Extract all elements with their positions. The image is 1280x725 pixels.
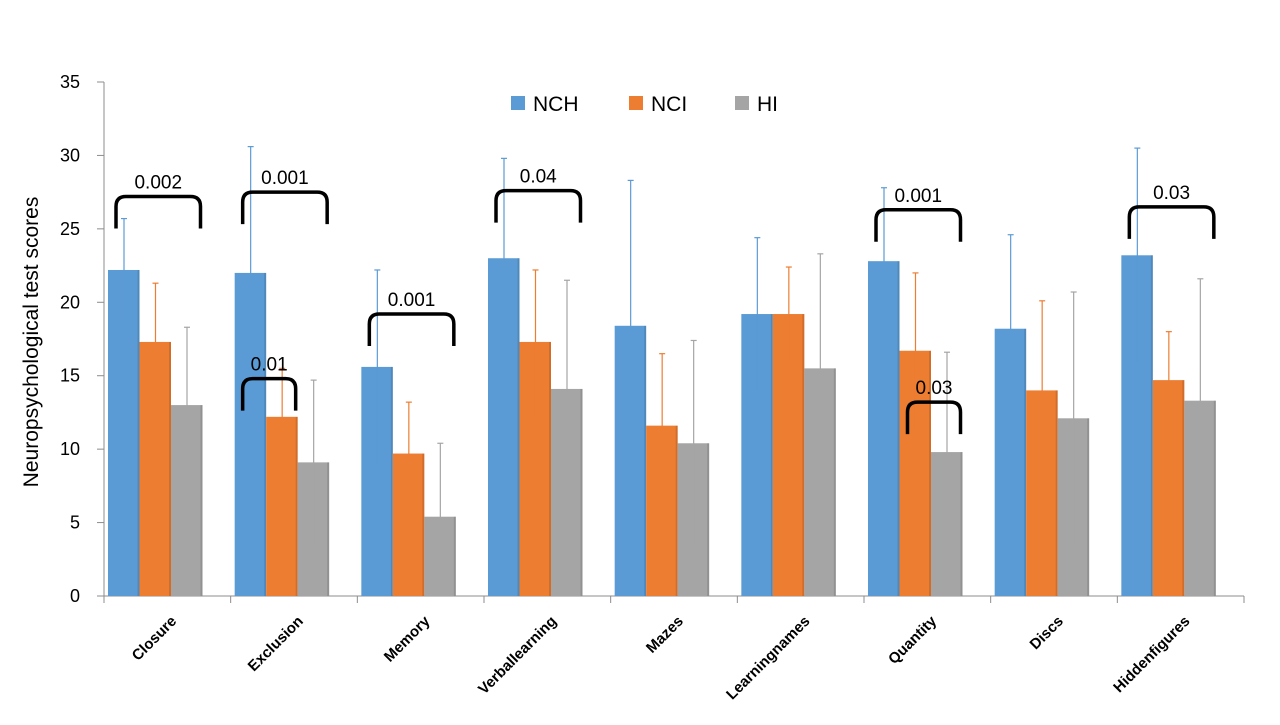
significance-bracket: [1127, 205, 1216, 239]
significance-bracket: [240, 190, 329, 225]
bar-shadow: [200, 405, 203, 596]
significance-bracket: [874, 208, 963, 242]
bar-shadow: [517, 258, 520, 596]
p-value-label: 0.001: [894, 186, 942, 207]
x-tick-label: Mazes: [643, 613, 687, 657]
bar-shadow: [1055, 390, 1058, 596]
y-tick-label: 5: [70, 513, 80, 533]
bars-group: [108, 255, 1216, 596]
p-value-label: 0.001: [261, 168, 309, 189]
bar-shadow: [960, 452, 963, 596]
bar-shadow: [264, 272, 267, 596]
significance-bracket: [114, 194, 203, 229]
bar-shadow: [169, 341, 171, 596]
legend-label-nch: NCH: [533, 93, 579, 116]
bar-shadow: [833, 368, 836, 596]
x-tick-label: Learningnames: [723, 613, 813, 703]
significance-annotations: 0.002 0.001 0.01 0.001 0.04 0.001 0.03 0.03: [114, 167, 1216, 435]
p-value-label: 0.01: [251, 355, 288, 376]
legend-swatch-nci: [629, 96, 643, 110]
p-value-label: 0.03: [916, 378, 953, 399]
bar-shadow: [137, 269, 140, 596]
p-value-label: 0.001: [388, 290, 436, 311]
bar-shadow: [295, 416, 298, 596]
bar-shadow: [770, 314, 773, 596]
legend-swatch-hi: [735, 96, 749, 110]
bar-shadow: [1024, 328, 1027, 596]
bar-shadow: [422, 453, 425, 596]
x-tick-label: Exclusion: [245, 613, 307, 675]
y-tick-label: 10: [60, 439, 80, 459]
x-tick-label: Discs: [1027, 613, 1067, 653]
bar-shadow: [1213, 400, 1216, 596]
x-tick-label: Hiddenfigures: [1110, 613, 1193, 696]
bar-shadow: [1150, 255, 1153, 596]
p-value-label: 0.04: [520, 167, 557, 188]
bar-shadow: [580, 388, 583, 596]
bar-shadow: [897, 261, 900, 596]
x-tick-label: Closure: [129, 613, 181, 665]
bar-nch: [108, 269, 140, 596]
p-value-label: 0.002: [134, 173, 182, 194]
bar-shadow: [929, 350, 931, 596]
significance-bracket: [905, 400, 963, 435]
bar-shadow: [802, 314, 805, 596]
y-tick-label: 20: [60, 292, 80, 312]
legend-swatch-nch: [511, 96, 525, 110]
bar-shadow: [707, 443, 710, 596]
bar-shadow: [1182, 380, 1185, 596]
bar-shadow: [327, 462, 330, 596]
x-tick-label: Verballearning: [475, 613, 560, 698]
y-tick-label: 0: [70, 586, 80, 606]
significance-bracket: [367, 312, 456, 347]
y-tick-label: 35: [60, 72, 80, 92]
bar-shadow: [549, 341, 551, 596]
bar-shadow: [390, 366, 393, 596]
bar-shadow: [1087, 418, 1090, 596]
legend-label-hi: HI: [757, 93, 778, 116]
y-tick-label: 30: [60, 145, 80, 165]
x-tick-label: Memory: [381, 612, 434, 665]
p-value-label: 0.03: [1153, 183, 1190, 204]
bar-shadow: [675, 425, 678, 596]
significance-bracket: [240, 376, 298, 411]
bar-shadow: [644, 325, 647, 596]
error-bars-group: [121, 146, 1204, 591]
significance-bracket: [494, 188, 583, 223]
legend: NCH NCI HI: [511, 93, 778, 116]
y-axis-label: Neuropsychological test scores: [20, 197, 43, 488]
y-tick-label: 25: [60, 219, 80, 239]
bar-shadow: [453, 516, 456, 596]
legend-label-nci: NCI: [651, 93, 687, 116]
x-tick-label: Quantity: [885, 612, 941, 668]
y-tick-label: 15: [60, 366, 80, 386]
